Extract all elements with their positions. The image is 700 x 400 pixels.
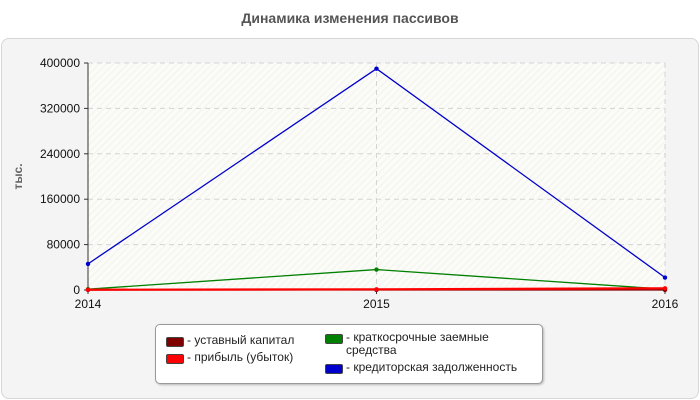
y-axis-label: тыс. (11, 163, 25, 189)
grid-lines (88, 62, 666, 290)
legend-item-payables[interactable]: - кредиторская задолженность (325, 361, 517, 374)
y-tick-label-4: 320000 (40, 101, 80, 115)
legend-label-payables: кредиторская задолженность (353, 360, 518, 374)
legend-label-short-term-loans: краткосрочные заемные средства (346, 330, 489, 357)
x-tick-label-2: 2016 (652, 297, 679, 311)
legend-label-profit: прибыль (убыток) (194, 350, 294, 364)
y-tick-label-3: 240000 (40, 147, 80, 161)
data-point-1-0[interactable] (85, 287, 91, 292)
legend-swatch-charter-capital (166, 337, 184, 347)
y-tick-label-5: 400000 (40, 56, 80, 70)
data-point-3-1[interactable] (374, 66, 379, 71)
data-point-1-2[interactable] (662, 286, 668, 291)
data-point-2-1[interactable] (374, 267, 379, 272)
legend-swatch-profit (166, 354, 184, 364)
series-3 (85, 66, 668, 280)
data-point-3-0[interactable] (85, 261, 91, 267)
legend: - уставный капитал - прибыль (убыток) - … (155, 324, 543, 384)
tick-labels: 0 80000 160000 240000 320000 400000 2014 2015 20… (40, 56, 679, 311)
y-tick-label-2: 160000 (40, 192, 80, 206)
series-layer (85, 66, 668, 293)
x-tick-label-0: 2014 (75, 297, 102, 311)
legend-swatch-short-term-loans (325, 334, 343, 344)
data-point-1-1[interactable] (374, 287, 379, 292)
legend-label-charter-capital: уставный капитал (194, 333, 295, 347)
y-tick-label-0: 0 (73, 283, 80, 297)
data-point-3-2[interactable] (662, 275, 668, 280)
legend-item-charter-capital[interactable]: - уставный капитал (166, 334, 294, 347)
legend-item-short-term-loans[interactable]: - краткосрочные заемные средства (325, 331, 535, 357)
x-tick-label-1: 2015 (363, 297, 390, 311)
legend-swatch-payables (325, 364, 343, 374)
y-tick-label-1: 80000 (47, 238, 81, 252)
legend-item-profit[interactable]: - прибыль (убыток) (166, 351, 293, 364)
chart-title: Динамика изменения пассивов (241, 10, 459, 26)
series-1 (85, 286, 668, 292)
